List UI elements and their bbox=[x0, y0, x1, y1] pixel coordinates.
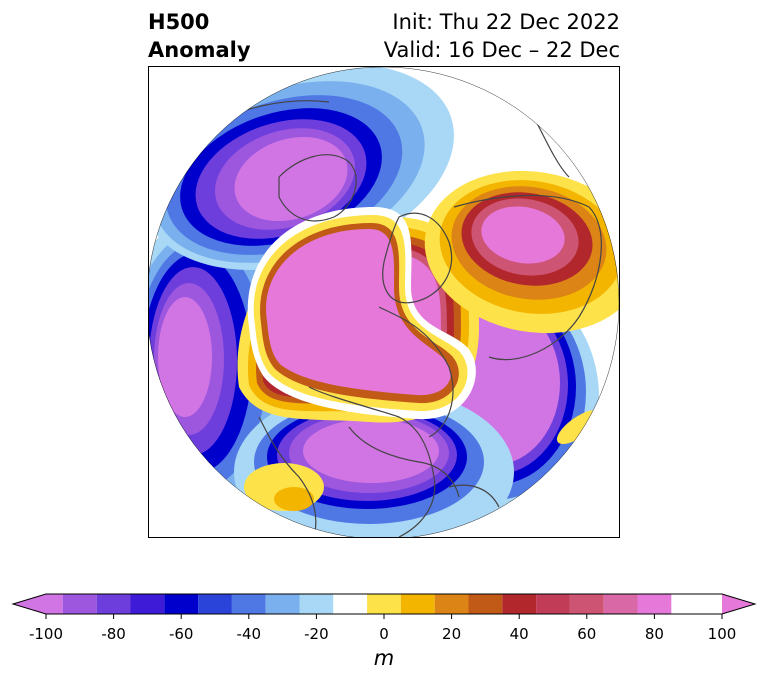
colorbar-bin bbox=[367, 594, 401, 614]
colorbar-bin bbox=[536, 594, 570, 614]
europe-positive-anomaly bbox=[424, 170, 619, 334]
colorbar-bin bbox=[603, 594, 638, 614]
colorbar-tick-label: 0 bbox=[379, 625, 389, 643]
colorbar-tick-label: 100 bbox=[707, 625, 737, 643]
colorbar-tick-label: 80 bbox=[644, 625, 664, 643]
colorbar-bin bbox=[198, 594, 232, 614]
colorbar-bin bbox=[299, 594, 334, 614]
colorbar-min-extension bbox=[13, 594, 46, 614]
anomaly-map bbox=[149, 67, 619, 537]
colorbar-tick-label: 60 bbox=[577, 625, 597, 643]
colorbar-tick-label: -20 bbox=[304, 625, 329, 643]
colorbar-tick-label: 40 bbox=[509, 625, 529, 643]
colorbar-bin bbox=[434, 594, 469, 614]
colorbar-max-extension bbox=[722, 594, 755, 614]
colorbar-bin bbox=[46, 594, 63, 614]
colorbar-bin bbox=[637, 594, 672, 614]
map-title-right: Init: Thu 22 Dec 2022 Valid: 16 Dec – 22… bbox=[384, 8, 620, 64]
colorbar-bin bbox=[164, 594, 199, 614]
colorbar-bin bbox=[265, 594, 300, 614]
title-valid-range: Valid: 16 Dec – 22 Dec bbox=[383, 38, 620, 62]
colorbar-tick-label: 20 bbox=[442, 625, 462, 643]
colorbar-tick-label: -60 bbox=[168, 625, 194, 643]
colorbar bbox=[11, 593, 757, 619]
colorbar-bin bbox=[130, 594, 165, 614]
colorbar-bin bbox=[231, 594, 266, 614]
colorbar-tick-label: -80 bbox=[101, 625, 126, 643]
colorbar-unit-label: m bbox=[373, 646, 395, 670]
colorbar-bin bbox=[62, 594, 97, 614]
arctic-anomaly-core bbox=[247, 207, 476, 420]
title-anomaly: Anomaly bbox=[148, 38, 251, 62]
colorbar-bin bbox=[468, 594, 503, 614]
title-variable: H500 bbox=[148, 10, 210, 34]
colorbar-tick-label: -100 bbox=[28, 625, 64, 643]
colorbar-bin bbox=[333, 594, 368, 614]
colorbar-bin bbox=[400, 594, 435, 614]
colorbar-bin bbox=[96, 594, 131, 614]
colorbar-bin bbox=[569, 594, 604, 614]
map-panel bbox=[148, 66, 620, 538]
colorbar-bin bbox=[502, 594, 537, 614]
map-title-left: H500 Anomaly bbox=[148, 8, 251, 64]
colorbar-tick-label: -40 bbox=[236, 625, 262, 643]
title-init-time: Init: Thu 22 Dec 2022 bbox=[392, 10, 620, 34]
